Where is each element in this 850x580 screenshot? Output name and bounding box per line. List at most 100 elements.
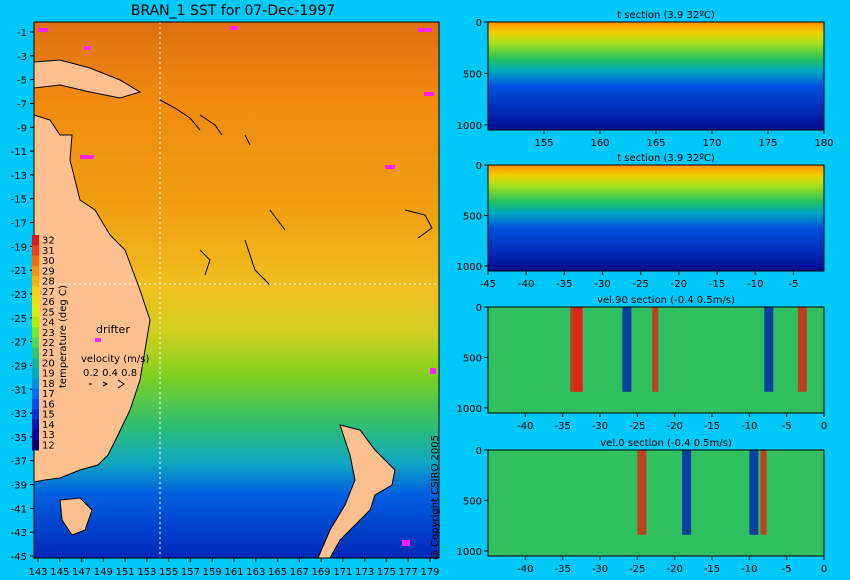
colorbar-tick-label: 20	[42, 358, 55, 369]
colorbar-tick-label: 32	[42, 236, 55, 247]
section-x-tick-label: -25	[629, 421, 645, 432]
sst-map: -1 -3 -5 -7 -9 -11 -13 -15 -17 -19 -21 -23 -25 -27 -29…	[11, 21, 440, 578]
map-y-tick-label: -9	[17, 123, 27, 134]
colorbar-swatch	[32, 347, 39, 359]
section-x-tick-label: 170	[702, 138, 721, 149]
section-x-tick-label: -10	[741, 564, 757, 575]
tasmania-land	[59, 497, 93, 536]
colorbar-swatch	[32, 439, 39, 451]
colorbar-swatch	[32, 378, 39, 390]
colorbar-tick-label: 14	[42, 420, 55, 431]
section-x-tick-label: -25	[633, 279, 649, 290]
velocity-streak	[797, 307, 807, 392]
map-x-tick-label: 169	[312, 567, 331, 578]
colorbar-swatch	[32, 306, 39, 318]
velocity-streak	[637, 450, 647, 535]
section-x-tick-label: -35	[554, 421, 570, 432]
new-zealand-land	[317, 424, 396, 559]
map-y-tick-label: -37	[11, 457, 27, 468]
velocity-streak	[760, 450, 767, 535]
map-x-tick-label: 171	[333, 567, 352, 578]
map-x-tick-label: 173	[355, 567, 374, 578]
colorbar-tick-label: 22	[42, 338, 55, 349]
map-x-tick-label: 149	[94, 567, 113, 578]
colorbar-tick-label: 12	[42, 440, 55, 451]
section-field	[488, 165, 824, 271]
colorbar-tick-label: 24	[42, 318, 55, 329]
section-y-tick-label: 500	[463, 496, 482, 507]
section-x-tick-label: -30	[592, 564, 608, 575]
map-x-tick-label: 165	[268, 567, 287, 578]
map-x-tick-label: 151	[116, 567, 135, 578]
australia-land	[33, 114, 151, 483]
section-x-tick-label: -35	[554, 564, 570, 575]
colorbar-swatch	[32, 388, 39, 400]
map-y-tick-label: -29	[11, 361, 27, 372]
map-y-tick-label: -17	[11, 219, 27, 230]
map-x-tick-label: 177	[399, 567, 418, 578]
section-x-tick-label: -45	[480, 279, 496, 290]
velocity-arrows	[89, 379, 125, 389]
colorbar-tick-label: 23	[42, 328, 55, 339]
section-y-tick-label: 1000	[457, 404, 482, 415]
page-title: BRAN_1 SST for 07-Dec-1997	[130, 3, 336, 19]
section-panels: t section (3.9 32ºC) 0 500 1000 155 160 165 170…	[457, 10, 834, 575]
colorbar-swatch	[32, 245, 39, 256]
velocity-streak	[749, 450, 759, 535]
colorbar-swatch	[32, 316, 39, 328]
section-y-tick-label: 0	[476, 18, 482, 29]
section-y-tick-label: 0	[476, 161, 482, 172]
colorbar-tick-label: 31	[42, 246, 55, 257]
section-x-tick-label: -20	[666, 421, 682, 432]
colorbar-swatch	[32, 368, 39, 379]
map-x-tick-label: 163	[246, 567, 265, 578]
map-y-tick-label: -21	[11, 266, 27, 277]
section-y-tick-label: 1000	[457, 547, 482, 558]
colorbar-swatch	[32, 255, 39, 267]
section-x-tick-label: 0	[821, 564, 827, 575]
section-x-tick-label: -40	[517, 421, 533, 432]
colorbar-tick-label: 16	[42, 399, 55, 410]
velocity-streak	[573, 307, 583, 392]
map-x-tick-label: 145	[50, 567, 69, 578]
colorbar-label: temperature (deg C)	[58, 285, 69, 388]
map-x-tick-label: 153	[137, 567, 156, 578]
map-y-tick-label: -43	[11, 528, 27, 539]
colorbar-tick-label: 17	[42, 389, 55, 400]
velocity-streak	[682, 450, 692, 535]
map-y-tick-label: -23	[11, 290, 27, 301]
colorbar-tick-label: 30	[42, 256, 55, 267]
section-title: t section (3.9 32ºC)	[617, 153, 715, 164]
section-title: vel.0 section (-0.4 0.5m/s)	[600, 438, 732, 449]
velocity-label: velocity (m/s)	[81, 354, 149, 365]
section-frame	[487, 449, 825, 557]
colorbar-tick-label: 19	[42, 369, 55, 380]
map-y-tick-label: -45	[11, 552, 27, 563]
map-y-tick-label: -33	[11, 409, 27, 420]
section-title: vel.90 section (-0.4 0.5m/s)	[597, 295, 735, 306]
map-y-tick-label: -7	[17, 99, 27, 110]
map-x-tick-label: 143	[28, 567, 47, 578]
section-x-tick-label: 180	[814, 138, 833, 149]
colorbar-tick-label: 13	[42, 430, 55, 441]
section-y-tick-label: 1000	[457, 121, 482, 132]
section-x-tick-label: -30	[592, 421, 608, 432]
section-y-tick-label: 500	[463, 211, 482, 222]
section-x-tick-label: -10	[741, 421, 757, 432]
velocity-streak	[764, 307, 774, 392]
map-x-tick-label: 147	[72, 567, 91, 578]
colorbar-swatch	[32, 275, 39, 287]
map-y-tick-label: -35	[11, 433, 27, 444]
section-x-tick-label: -20	[671, 279, 687, 290]
colorbar-swatch	[32, 327, 39, 338]
colorbar-tick-label: 28	[42, 277, 55, 288]
section-y-tick-label: 0	[476, 446, 482, 457]
map-y-tick-label: -3	[17, 52, 27, 63]
colorbar-swatch	[32, 409, 39, 420]
map-y-tick-label: -15	[11, 195, 27, 206]
section-y-tick-label: 500	[463, 353, 482, 364]
map-y-tick-label: -31	[11, 385, 27, 396]
colorbar-tick-label: 21	[42, 348, 55, 359]
section-x-tick-label: 155	[534, 138, 553, 149]
map-x-tick-label: 157	[181, 567, 200, 578]
